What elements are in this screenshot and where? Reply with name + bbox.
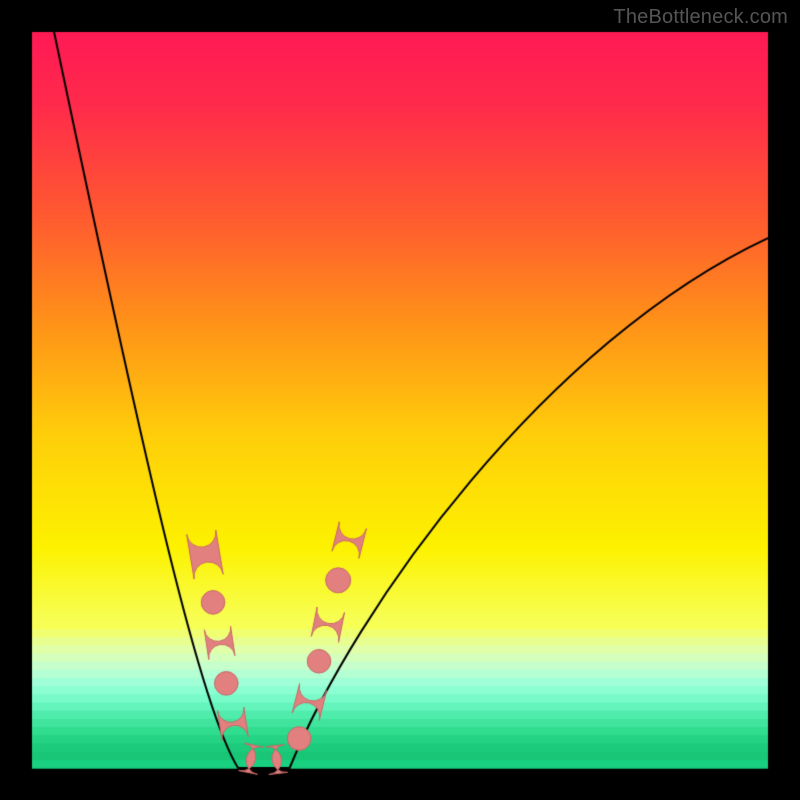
watermark-text: TheBottleneck.com — [613, 6, 788, 29]
chart-root: TheBottleneck.com — [0, 0, 800, 800]
bottleneck-chart-canvas — [0, 0, 800, 800]
